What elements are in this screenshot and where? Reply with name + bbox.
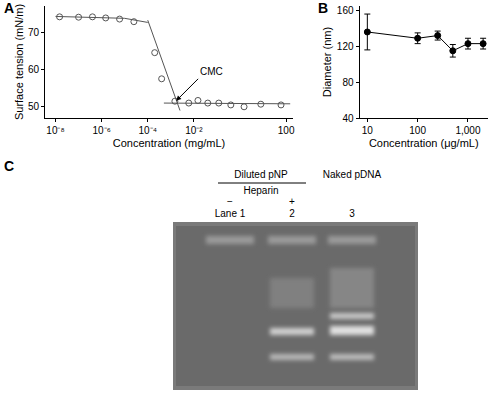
svg-text:Concentration (μg/mL): Concentration (μg/mL)	[369, 137, 479, 149]
svg-text:120: 120	[337, 41, 354, 52]
svg-text:100: 100	[409, 125, 426, 136]
svg-text:CMC: CMC	[200, 66, 223, 77]
svg-text:10⁻⁸: 10⁻⁸	[46, 125, 64, 136]
html-text:B: B	[318, 0, 329, 16]
svg-text:10⁻⁶: 10⁻⁶	[93, 125, 111, 136]
svg-text:10⁻⁴: 10⁻⁴	[139, 125, 157, 136]
svg-text:160: 160	[337, 5, 354, 16]
svg-text:Diameter (nm): Diameter (nm)	[321, 27, 333, 97]
svg-text:Diluted pNP: Diluted pNP	[234, 169, 288, 180]
svg-text:100: 100	[278, 125, 295, 136]
svg-text:70: 70	[28, 27, 40, 38]
svg-text:40: 40	[342, 113, 354, 124]
svg-text:10⁻²: 10⁻²	[185, 125, 203, 136]
svg-text:1,000: 1,000	[455, 125, 480, 136]
svg-text:60: 60	[28, 64, 40, 75]
svg-text:+: +	[289, 196, 295, 207]
svg-text:50: 50	[28, 101, 40, 112]
svg-text:Heparin: Heparin	[243, 185, 278, 196]
svg-text:Lane 1: Lane 1	[215, 208, 246, 219]
html-text:A: A	[4, 0, 15, 16]
svg-text:10: 10	[362, 125, 374, 136]
svg-text:Surface tension (mN/m): Surface tension (mN/m)	[13, 4, 25, 120]
svg-text:Naked pDNA: Naked pDNA	[323, 169, 382, 180]
svg-text:3: 3	[349, 208, 355, 219]
html-text:C: C	[4, 158, 15, 174]
svg-text:Concentration (mg/mL): Concentration (mg/mL)	[113, 137, 226, 149]
svg-text:80: 80	[342, 77, 354, 88]
svg-text:2: 2	[289, 208, 295, 219]
svg-text:−: −	[227, 196, 233, 207]
